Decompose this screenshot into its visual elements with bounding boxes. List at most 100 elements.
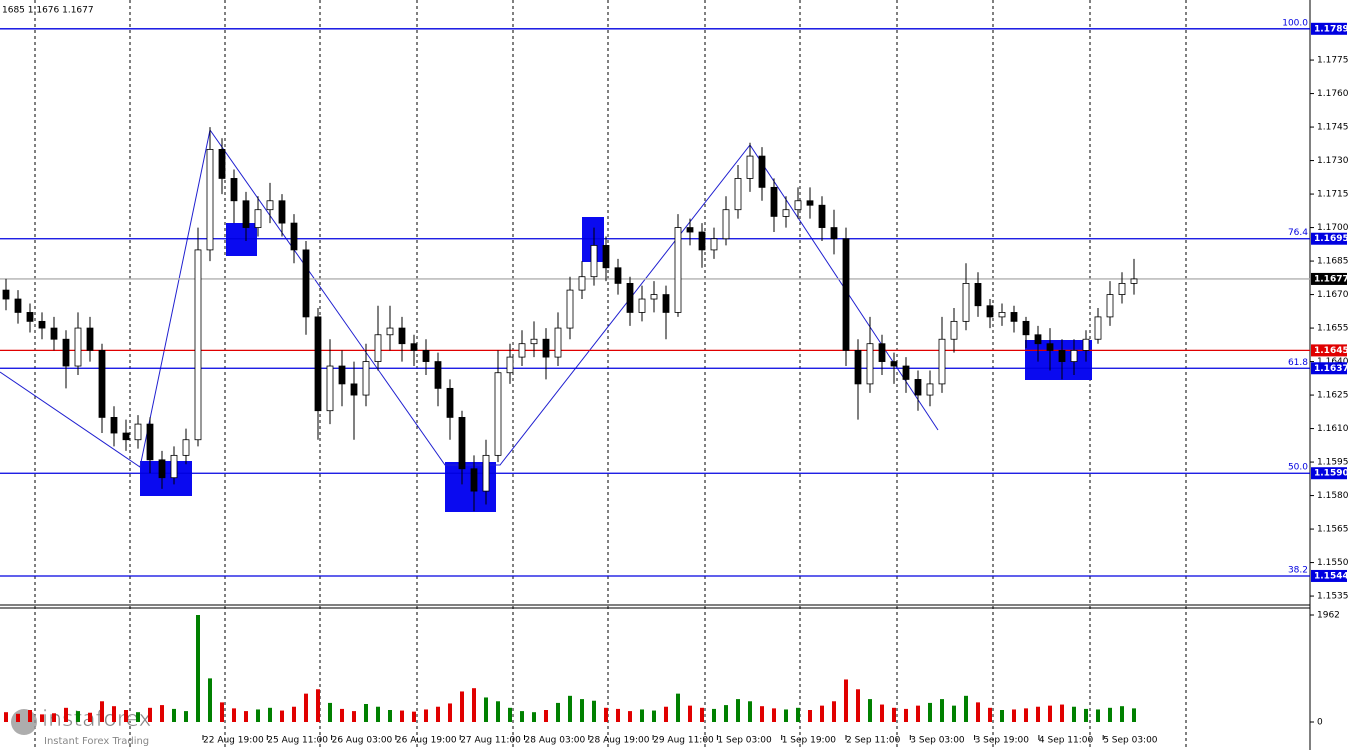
volume-bar	[1120, 706, 1124, 722]
candle-body	[1094, 316, 1102, 340]
y-tick-label: 1.1670	[1317, 290, 1349, 300]
fib-level-label: 1.1544	[1314, 571, 1349, 581]
volume-bar	[868, 699, 872, 722]
candle-body	[1106, 294, 1114, 318]
candle-body	[374, 334, 382, 362]
candle-body	[626, 282, 634, 313]
volume-bar	[436, 706, 440, 722]
volume-bar	[1048, 705, 1052, 722]
candle-body	[182, 439, 190, 456]
volume-bar	[664, 706, 668, 722]
volume-bar	[1084, 708, 1088, 722]
candle-body	[866, 343, 874, 385]
volume-bar	[904, 708, 908, 722]
fib-level-label-box	[1311, 232, 1347, 245]
y-tick-label: 1.1760	[1317, 89, 1349, 99]
candle-body	[86, 327, 94, 351]
candle-body	[482, 454, 490, 492]
candle-body	[794, 200, 802, 211]
y-tick-label: 1.1715	[1317, 190, 1349, 200]
candle-body	[146, 423, 154, 461]
candle-body	[830, 227, 838, 240]
volume-bar	[484, 697, 488, 722]
current-price-label: 1.1677	[1314, 274, 1349, 284]
fib-level-label-box	[1311, 362, 1347, 375]
y-tick-label: 1.1640	[1317, 357, 1349, 367]
candle-body	[998, 312, 1006, 318]
candle-body	[518, 343, 526, 358]
volume-bar	[1000, 710, 1004, 722]
volume-bar	[880, 704, 884, 722]
volume-bar	[832, 701, 836, 722]
annotations	[0, 128, 1092, 512]
volume-bar	[244, 711, 248, 722]
volume-bar	[796, 707, 800, 722]
volume-bar	[628, 711, 632, 722]
volume-bar	[532, 712, 536, 722]
candle-body	[122, 432, 130, 441]
candle-body	[890, 361, 898, 367]
volume-bar	[4, 712, 8, 722]
candle-body	[386, 327, 394, 336]
candle-body	[686, 227, 694, 233]
volume-bar	[448, 703, 452, 722]
candle-body	[530, 338, 538, 345]
candle-body	[590, 245, 598, 278]
volume-bar	[940, 699, 944, 722]
volume-bar	[892, 707, 896, 722]
candle-body	[350, 383, 358, 396]
volume-bar	[316, 689, 320, 722]
volume-tick-label: 1962	[1317, 611, 1340, 621]
volume-bar	[1024, 708, 1028, 722]
x-tick-label: 22 Aug 19:00	[203, 736, 264, 746]
volume-bar	[280, 710, 284, 722]
candle-body	[26, 312, 34, 322]
candle-body	[410, 343, 418, 351]
candle-body	[914, 379, 922, 396]
candle-body	[1070, 349, 1078, 362]
volume-bar	[124, 710, 128, 722]
x-tick-label: 3 Sep 19:00	[975, 736, 1030, 746]
y-tick-label: 1.1625	[1317, 391, 1349, 401]
brand-tagline: Instant Forex Trading	[44, 736, 149, 747]
y-tick-label: 1.1580	[1317, 491, 1349, 501]
volume-bar	[604, 707, 608, 722]
volume-bar	[736, 699, 740, 722]
volume-bar	[388, 710, 392, 722]
candle-body	[986, 305, 994, 318]
support-level-label: 1.1645	[1314, 346, 1349, 356]
candle-body	[1082, 338, 1090, 351]
volume-bar	[556, 702, 560, 722]
candle-body	[1010, 312, 1018, 322]
volume-bar	[928, 702, 932, 722]
candle-body	[326, 365, 334, 412]
volume-bar	[88, 712, 92, 722]
volume-bar	[820, 705, 824, 722]
candle-body	[1022, 320, 1030, 336]
candle-body	[62, 338, 70, 367]
volume-bar	[340, 708, 344, 722]
volume-bar	[376, 706, 380, 722]
candle-body	[14, 298, 22, 313]
candle-body	[170, 454, 178, 479]
volume-bar	[352, 711, 356, 722]
x-tick-label: 26 Aug 03:00	[332, 736, 393, 746]
candle-body	[722, 209, 730, 240]
candle-body	[746, 155, 754, 179]
x-tick-label: 3 Sep 03:00	[910, 736, 965, 746]
volume-bar	[424, 709, 428, 722]
candle-body	[698, 231, 706, 251]
volume-bar	[64, 707, 68, 722]
volume-bar	[712, 708, 716, 722]
volume-bar	[1096, 709, 1100, 722]
fib-level-name: 61.8	[1288, 358, 1308, 368]
zone-box	[226, 223, 257, 256]
candle-body	[842, 238, 850, 351]
volume-bar	[256, 709, 260, 722]
candle-body	[362, 361, 370, 396]
candle-body	[458, 416, 466, 470]
fib-level-label: 1.1695	[1314, 234, 1349, 244]
candle-body	[854, 349, 862, 385]
volume-bar	[1036, 706, 1040, 722]
candle-body	[314, 316, 322, 412]
